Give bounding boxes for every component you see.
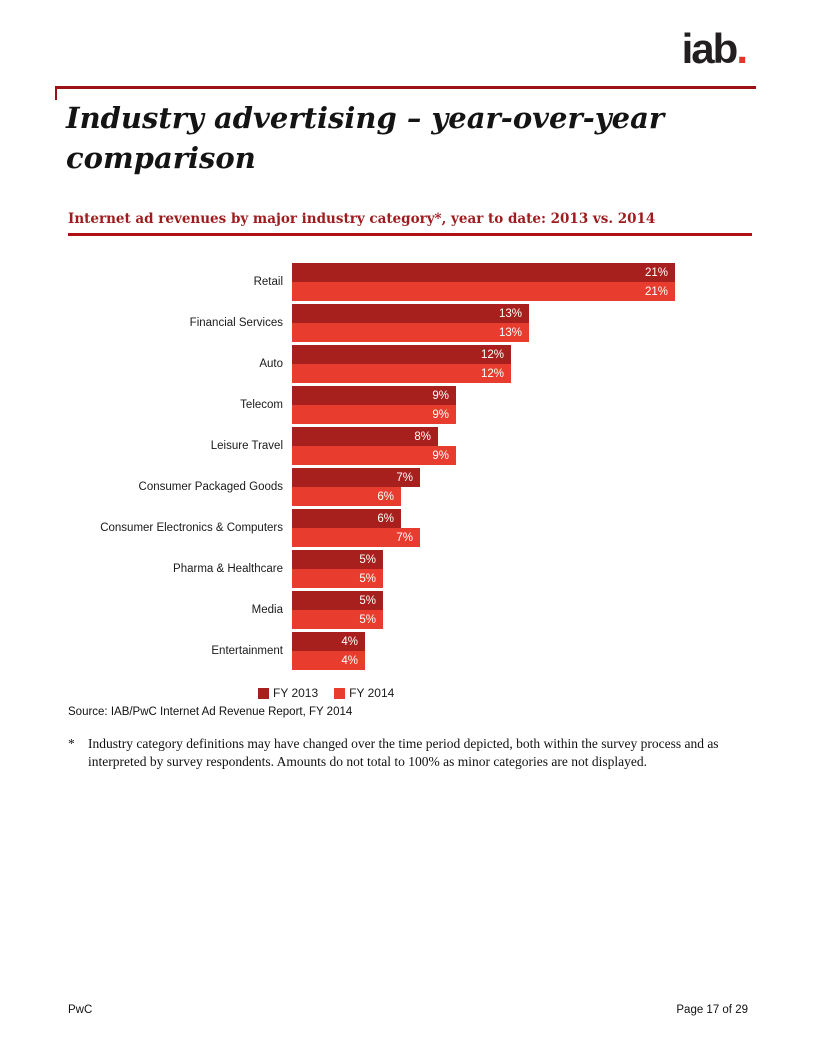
category-label: Retail [253,276,283,288]
bar-group: 4% 4% [292,632,365,670]
bar-value-label: 5% [359,613,376,626]
bar-fy-2013: 21% [292,263,675,282]
footnote-text: Industry category definitions may have c… [88,736,719,770]
bar-value-label: 12% [480,367,504,380]
bar-fy-2014: 4% [292,651,365,670]
bar-value-label: 13% [498,307,522,320]
chart-subtitle: Internet ad revenues by major industry c… [68,211,656,227]
subtitle-rule [68,233,752,236]
footer-right-page-number: Page 17 of 29 [676,1004,748,1016]
category-label: Financial Services [189,317,283,329]
chart-row: Leisure Travel 8% 9% [68,427,752,465]
bar-fy-2013: 13% [292,304,529,323]
chart-row: Retail 21% 21% [68,263,752,301]
bar-value-label: 9% [432,449,449,462]
legend-item: FY 2013 [258,686,318,700]
legend-label: FY 2013 [273,686,319,700]
bar-value-label: 8% [414,430,431,443]
category-label: Telecom [240,399,283,411]
bar-value-label: 4% [341,635,358,648]
bar-fy-2014: 6% [292,487,401,506]
bar-fy-2013: 12% [292,345,511,364]
page-title-line1: Industry advertising – year-over-year [66,101,665,135]
bar-group: 5% 5% [292,550,383,588]
bar-group: 6% 7% [292,509,420,547]
bar-group: 7% 6% [292,468,420,506]
page-title-line2: comparison [66,141,256,176]
bar-fy-2014: 5% [292,610,383,629]
bar-value-label: 5% [359,572,376,585]
bar-fy-2014: 12% [292,364,511,383]
bar-group: 13% 13% [292,304,529,342]
footnote: * Industry category definitions may have… [68,735,746,771]
bar-fy-2013: 4% [292,632,365,651]
chart-row: Media 5% 5% [68,591,752,629]
bar-fy-2013: 5% [292,591,383,610]
bar-fy-2014: 21% [292,282,675,301]
bar-group: 12% 12% [292,345,511,383]
category-label: Consumer Electronics & Computers [100,522,283,534]
bar-value-label: 6% [377,512,394,525]
legend-label: FY 2014 [349,686,395,700]
bar-fy-2013: 8% [292,427,438,446]
iab-logo-dot: . [736,25,748,72]
legend-swatch [334,687,346,699]
chart-legend: FY 2013 FY 2014 [258,686,394,700]
bar-fy-2014: 7% [292,528,420,547]
bar-value-label: 9% [432,389,449,402]
chart-row: Pharma & Healthcare 5% 5% [68,550,752,588]
bar-value-label: 21% [644,266,668,279]
bar-fy-2013: 5% [292,550,383,569]
bar-chart: Retail 21% 21% Financial Services 13% 13% Auto… [68,263,752,673]
legend-item: FY 2014 [334,686,394,700]
bar-group: 9% 9% [292,386,456,424]
iab-logo: iab. [681,25,748,72]
bar-fy-2014: 13% [292,323,529,342]
chart-row: Entertainment 4% 4% [68,632,752,670]
page-title: Industry advertising – year-over-year co… [66,98,726,178]
bar-value-label: 7% [396,531,413,544]
bar-fy-2014: 5% [292,569,383,588]
bar-value-label: 5% [359,594,376,607]
footnote-marker: * [68,736,75,751]
bar-fy-2014: 9% [292,405,456,424]
chart-row: Auto 12% 12% [68,345,752,383]
category-label: Entertainment [211,645,283,657]
bar-fy-2013: 9% [292,386,456,405]
bar-group: 8% 9% [292,427,456,465]
bar-value-label: 9% [432,408,449,421]
bar-group: 5% 5% [292,591,383,629]
bar-value-label: 13% [498,326,522,339]
bar-value-label: 12% [480,348,504,361]
footer-left: PwC [68,1004,93,1016]
bar-value-label: 21% [644,285,668,298]
bar-value-label: 6% [377,490,394,503]
source-note: Source: IAB/PwC Internet Ad Revenue Repo… [68,706,353,718]
category-label: Auto [259,358,283,370]
category-label: Media [251,604,283,616]
chart-row: Consumer Packaged Goods 7% 6% [68,468,752,506]
iab-logo-text: iab [681,25,739,72]
chart-row: Telecom 9% 9% [68,386,752,424]
bar-value-label: 7% [396,471,413,484]
bar-fy-2013: 7% [292,468,420,487]
bar-group: 21% 21% [292,263,675,301]
legend-swatch [258,687,269,699]
chart-row: Consumer Electronics & Computers 6% 7% [68,509,752,547]
chart-row: Financial Services 13% 13% [68,304,752,342]
bar-fy-2013: 6% [292,509,401,528]
bar-value-label: 5% [359,553,376,566]
bar-value-label: 4% [341,654,358,667]
bar-fy-2014: 9% [292,446,456,465]
top-rule [55,86,756,100]
category-label: Consumer Packaged Goods [138,481,283,493]
category-label: Pharma & Healthcare [173,563,283,575]
category-label: Leisure Travel [210,440,283,452]
